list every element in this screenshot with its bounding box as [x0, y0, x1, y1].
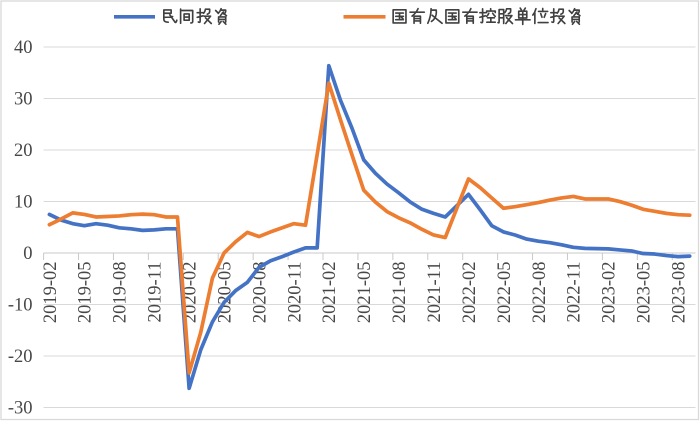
- svg-text:-20: -20: [8, 347, 33, 367]
- svg-text:2019-05: 2019-05: [76, 262, 96, 324]
- svg-text:2021-05: 2021-05: [355, 262, 375, 324]
- svg-text:2019-11: 2019-11: [146, 262, 166, 323]
- svg-text:2021-11: 2021-11: [425, 262, 445, 323]
- svg-text:2019-08: 2019-08: [111, 262, 131, 324]
- svg-text:-30: -30: [8, 399, 33, 419]
- svg-text:2020-11: 2020-11: [285, 262, 305, 323]
- svg-text:2023-05: 2023-05: [635, 262, 655, 324]
- svg-text:2022-11: 2022-11: [565, 262, 585, 323]
- svg-text:20: 20: [14, 141, 33, 161]
- svg-text:30: 30: [14, 90, 33, 110]
- svg-text:2020-08: 2020-08: [250, 262, 270, 324]
- svg-text:0: 0: [23, 244, 32, 264]
- svg-text:2021-02: 2021-02: [320, 262, 340, 324]
- svg-text:40: 40: [14, 38, 33, 58]
- svg-text:2023-02: 2023-02: [600, 262, 620, 324]
- svg-text:2021-08: 2021-08: [390, 262, 410, 324]
- svg-text:2022-08: 2022-08: [530, 262, 550, 324]
- svg-text:2019-02: 2019-02: [41, 262, 61, 324]
- svg-text:10: 10: [14, 193, 33, 213]
- svg-text:2022-02: 2022-02: [460, 262, 480, 324]
- svg-text:2022-05: 2022-05: [495, 262, 515, 324]
- svg-text:2023-08: 2023-08: [669, 262, 689, 324]
- svg-text:-10: -10: [8, 296, 33, 316]
